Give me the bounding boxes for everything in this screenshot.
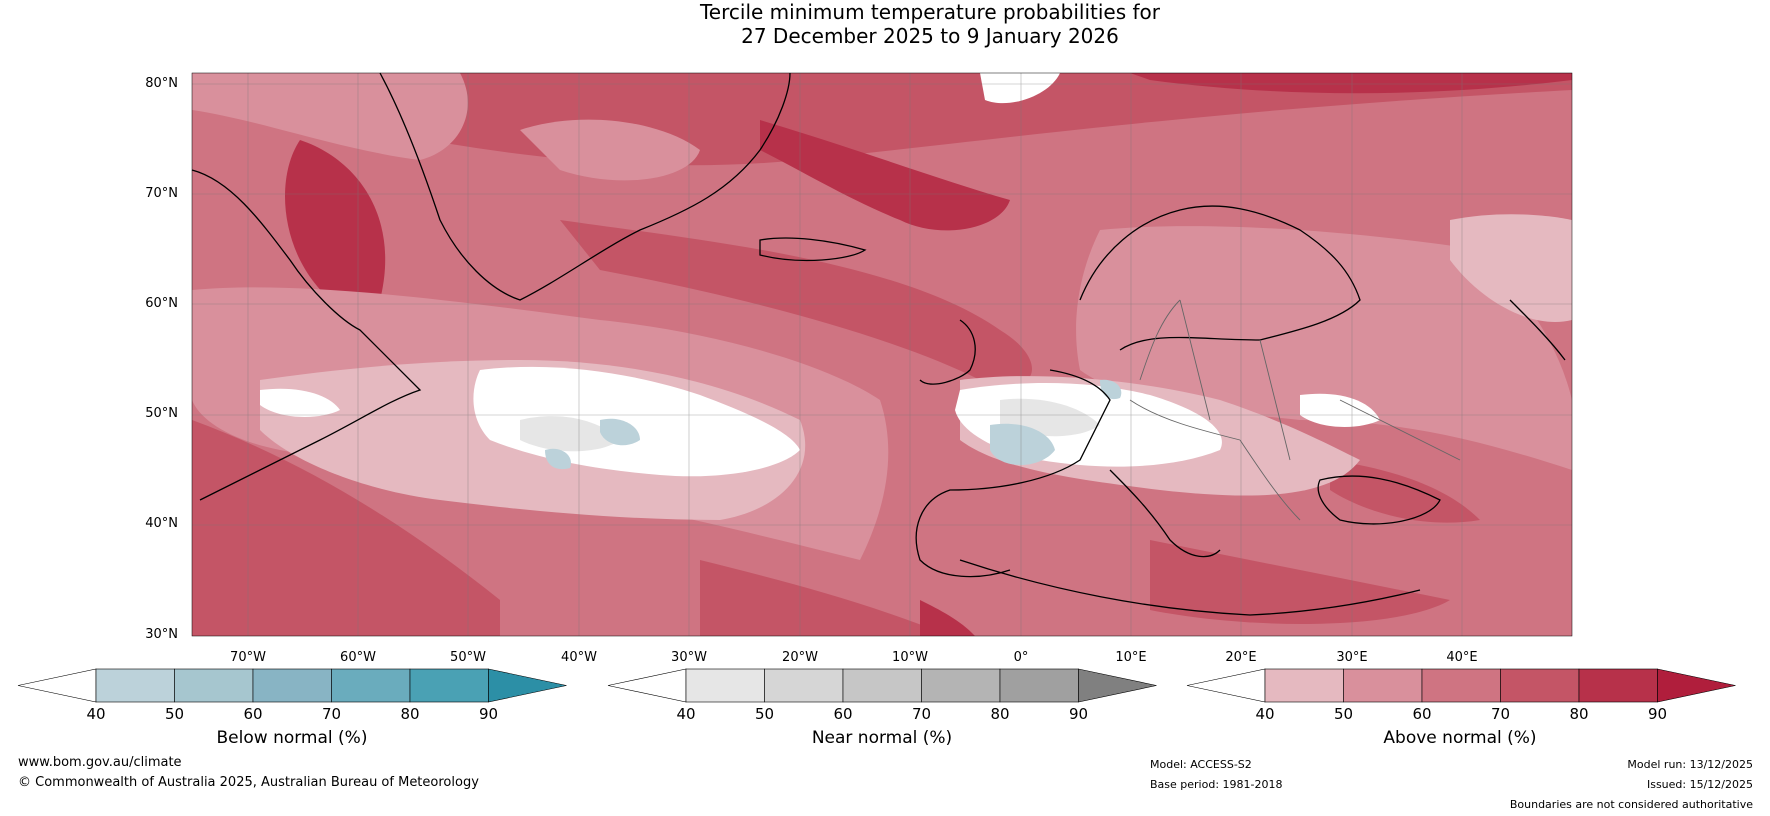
lon-label-10e: 10°E xyxy=(1115,650,1147,665)
lat-label-80n: 80°N xyxy=(145,76,178,91)
lat-label-50n: 50°N xyxy=(145,406,178,421)
above-extend-low xyxy=(1186,668,1266,703)
lon-label-60w: 60°W xyxy=(340,650,376,665)
lon-label-20w: 20°W xyxy=(782,650,818,665)
above-segment-3 xyxy=(1500,668,1580,703)
colorbar-below-label: Below normal (%) xyxy=(216,728,368,748)
lon-label-20e: 20°E xyxy=(1225,650,1257,665)
lat-label-30n: 30°N xyxy=(145,627,178,642)
near-tick-40: 40 xyxy=(676,705,696,723)
colorbar-near xyxy=(607,668,1157,703)
above-segment-4 xyxy=(1578,668,1658,703)
below-tick-90: 90 xyxy=(478,705,499,723)
footer-model: Model: ACCESS-S2 xyxy=(1150,758,1252,771)
lon-label-30w: 30°W xyxy=(671,650,707,665)
borders xyxy=(1129,299,1461,521)
footer-copyright: © Commonwealth of Australia 2025, Austra… xyxy=(18,775,479,790)
near-segment-2 xyxy=(842,668,922,703)
map-frame xyxy=(191,72,1573,637)
near-extend-low xyxy=(607,668,687,703)
above-extend-high xyxy=(1657,668,1736,703)
lat-label-40n: 40°N xyxy=(145,516,178,531)
lat-label-60n: 60°N xyxy=(145,296,178,311)
lon-label-40w: 40°W xyxy=(561,650,597,665)
near-tick-60: 60 xyxy=(833,705,853,723)
above-tick-40: 40 xyxy=(1255,705,1275,723)
colorbar-above-label: Above normal (%) xyxy=(1383,728,1537,748)
below-extend-low xyxy=(17,668,97,703)
lon-label-70w: 70°W xyxy=(230,650,266,665)
near-segment-1 xyxy=(764,668,844,703)
near-extend-high xyxy=(1078,668,1157,703)
colorbar-near-label: Near normal (%) xyxy=(811,728,953,748)
title-line-2: 27 December 2025 to 9 January 2026 xyxy=(741,24,1119,48)
above-segment-0 xyxy=(1264,668,1344,703)
below-tick-80: 80 xyxy=(400,705,420,723)
below-extend-high xyxy=(488,668,567,703)
below-tick-50: 50 xyxy=(164,705,185,723)
footer-base-period: Base period: 1981-2018 xyxy=(1150,778,1283,791)
below-segment-0 xyxy=(95,668,175,703)
above-tick-80: 80 xyxy=(1569,705,1589,723)
coastlines xyxy=(191,72,1566,616)
footer-issued: Issued: 15/12/2025 xyxy=(1646,778,1753,791)
colorbar-above xyxy=(1186,668,1736,703)
below-segment-1 xyxy=(174,668,254,703)
near-tick-80: 80 xyxy=(990,705,1010,723)
lon-label-0: 0° xyxy=(1013,650,1029,665)
probability-field xyxy=(192,73,1572,636)
near-tick-50: 50 xyxy=(754,705,775,723)
lon-label-50w: 50°W xyxy=(450,650,486,665)
above-tick-70: 70 xyxy=(1490,705,1511,723)
lon-label-30e: 30°E xyxy=(1336,650,1368,665)
near-segment-0 xyxy=(685,668,765,703)
map-title: Tercile minimum temperature probabilitie… xyxy=(0,0,1770,48)
below-segment-4 xyxy=(409,668,489,703)
below-segment-3 xyxy=(331,668,411,703)
above-segment-1 xyxy=(1343,668,1423,703)
footer-disclaimer: Boundaries are not considered authoritat… xyxy=(1509,798,1753,811)
near-tick-70: 70 xyxy=(911,705,932,723)
above-tick-50: 50 xyxy=(1333,705,1354,723)
above-segment-2 xyxy=(1421,668,1501,703)
footer-website: www.bom.gov.au/climate xyxy=(18,755,182,770)
below-segment-2 xyxy=(252,668,332,703)
footer-model-run: Model run: 13/12/2025 xyxy=(1627,758,1753,771)
graticule xyxy=(192,73,1572,636)
above-tick-90: 90 xyxy=(1647,705,1668,723)
below-tick-70: 70 xyxy=(321,705,342,723)
near-segment-3 xyxy=(921,668,1001,703)
below-tick-40: 40 xyxy=(86,705,106,723)
above-tick-60: 60 xyxy=(1412,705,1432,723)
colorbar-below xyxy=(17,668,567,703)
near-tick-90: 90 xyxy=(1068,705,1089,723)
lon-label-10w: 10°W xyxy=(892,650,928,665)
near-segment-4 xyxy=(999,668,1079,703)
lat-label-70n: 70°N xyxy=(145,186,178,201)
below-tick-60: 60 xyxy=(243,705,263,723)
lon-label-40e: 40°E xyxy=(1446,650,1478,665)
title-line-1: Tercile minimum temperature probabilitie… xyxy=(699,0,1161,24)
